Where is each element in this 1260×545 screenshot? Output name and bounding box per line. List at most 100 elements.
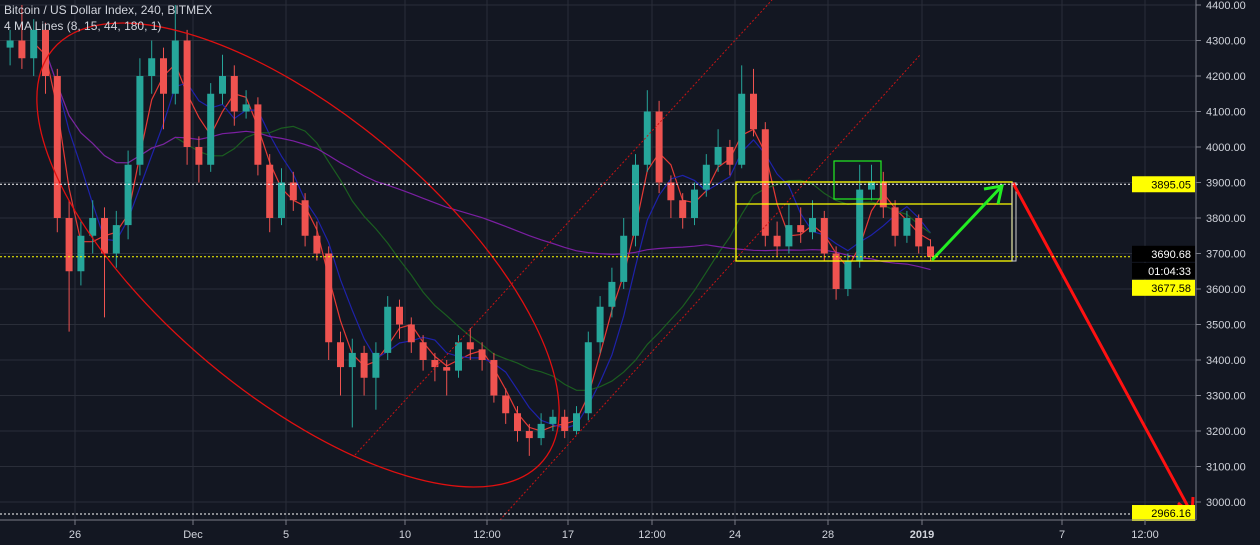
price-axis[interactable]: 3000.00 3100.00 3200.00 3300.00 3400.00 3500.… (1195, 0, 1246, 520)
candle-body (77, 235, 85, 272)
y-tick-label: 4200.00 (1206, 71, 1246, 83)
candle-body (183, 40, 191, 147)
x-tick-label: 12:00 (638, 529, 666, 541)
candle (702, 154, 710, 197)
candle (289, 171, 297, 211)
candle-body (301, 200, 309, 236)
green-box-drawing[interactable] (833, 160, 882, 200)
candle-body (325, 253, 333, 343)
red-ellipse-drawing[interactable] (0, 0, 633, 545)
bar-countdown: 01:04:33 (1132, 262, 1195, 279)
candle-body (478, 349, 486, 360)
candle-body (396, 306, 403, 325)
target-low-label-text: 2966.16 (1151, 508, 1191, 520)
candle (596, 296, 604, 353)
candle (278, 168, 285, 226)
candle (136, 58, 144, 176)
x-tick-label: Dec (183, 529, 203, 541)
candle-body (608, 281, 616, 307)
bar-countdown-text: 01:04:33 (1148, 266, 1191, 278)
candle (844, 253, 852, 297)
candle (230, 65, 238, 126)
dotted-trendline-2[interactable] (499, 54, 921, 521)
candle-body (879, 182, 887, 208)
candle-body (384, 306, 392, 353)
dotted-trendline-1[interactable] (354, 0, 773, 456)
drawings[interactable] (0, 0, 1195, 545)
candle (337, 331, 344, 396)
candle-body (502, 395, 510, 414)
candle (584, 331, 592, 421)
x-tick-label: 10 (399, 529, 411, 541)
support-label-bg (1132, 279, 1195, 296)
candle-body (490, 360, 498, 396)
candle (148, 40, 156, 94)
candle (573, 406, 580, 435)
candle (65, 200, 73, 332)
candle (478, 342, 486, 371)
candle (561, 409, 569, 439)
candle-body (431, 360, 439, 368)
candle (360, 345, 368, 396)
last-price-label-text: 3690.68 (1151, 249, 1191, 261)
candle-body (561, 416, 569, 431)
candle-body (53, 76, 61, 218)
x-tick-label: 24 (729, 529, 741, 541)
candle (797, 207, 805, 243)
moving-averages (33, 42, 931, 432)
candle-body (809, 218, 816, 233)
candle-body (466, 342, 474, 350)
red-arrow-down[interactable] (1011, 182, 1195, 517)
candle (820, 210, 828, 261)
support-label-text: 3677.58 (1151, 283, 1191, 295)
y-tick-label: 3400.00 (1206, 355, 1246, 367)
candle (219, 54, 226, 105)
y-tick-label: 3600.00 (1206, 284, 1246, 296)
target-high-label-bg (1132, 176, 1195, 193)
candle-body (844, 260, 852, 289)
price-levels (0, 183, 1196, 515)
candle-body (632, 164, 639, 236)
candle (419, 335, 427, 371)
candle (679, 193, 687, 229)
candle-body (738, 93, 746, 165)
candle (785, 203, 793, 254)
candle (891, 200, 899, 247)
green-arrow-up[interactable] (930, 184, 1004, 262)
candle-body (65, 218, 73, 272)
candle-body (148, 58, 156, 76)
y-tick-label: 4000.00 (1206, 142, 1246, 154)
candle (372, 342, 380, 410)
candle-body (266, 164, 274, 218)
candle (514, 406, 521, 442)
candle-body (702, 164, 710, 190)
candle (348, 338, 356, 428)
candle (18, 5, 26, 69)
candle-body (797, 225, 805, 233)
candle-body (230, 76, 238, 112)
y-tick-label: 3700.00 (1206, 249, 1246, 261)
x-tick-label: 12:00 (1131, 529, 1159, 541)
candle-body (254, 104, 262, 165)
candle-body (667, 182, 675, 201)
candle (431, 352, 439, 382)
candle (726, 139, 734, 176)
time-axis[interactable]: 26 Dec 5 10 12:00 17 12:00 24 28 2019 7 12:00 (0, 519, 1196, 541)
x-tick-label: 28 (822, 529, 834, 541)
candle (183, 29, 191, 165)
candle-body (42, 29, 49, 77)
candle (750, 68, 757, 137)
grid (0, 0, 1196, 520)
y-tick-label: 4400.00 (1206, 0, 1246, 12)
candle (738, 65, 746, 169)
candle-body (289, 182, 297, 201)
candle (101, 207, 108, 318)
indicator-title[interactable]: 4 MA Lines (8, 15, 44, 180, 1) (4, 19, 162, 33)
y-tick-label: 4100.00 (1206, 107, 1246, 119)
candle-body (171, 40, 179, 94)
candle-body (868, 182, 875, 190)
candle-body (655, 111, 663, 183)
candle (915, 214, 923, 254)
y-tick-label: 3000.00 (1206, 497, 1246, 509)
